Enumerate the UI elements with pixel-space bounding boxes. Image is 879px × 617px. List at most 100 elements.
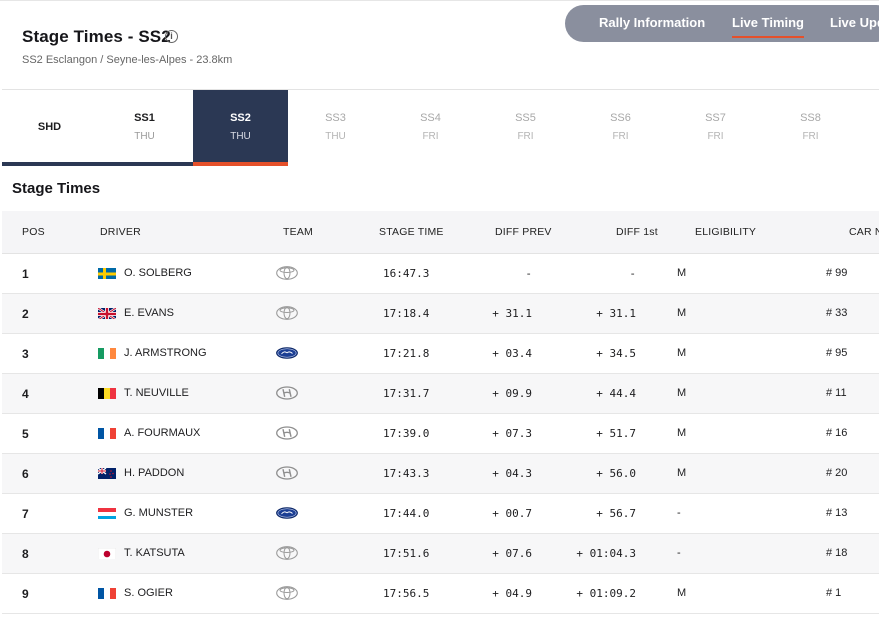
stage-time: 17:39.0 (383, 427, 430, 440)
table-row[interactable]: 6 H. PADDON 17:43.3 + 04.3 + 56.0 M # 20 (2, 454, 879, 494)
tab-label: SS6 (610, 112, 631, 124)
driver-name[interactable]: E. EVANS (124, 307, 174, 319)
japan-flag-icon (98, 547, 116, 559)
car-number: # 16 (826, 427, 848, 439)
diff-prev: + 00.7 (492, 507, 532, 520)
diff-first: - (629, 267, 636, 280)
eligibility: M (677, 467, 687, 479)
eligibility: M (677, 347, 687, 359)
car-number: # 20 (826, 467, 848, 479)
diff-first: + 44.4 (596, 387, 636, 400)
col-eligibility[interactable]: ELIGIBILITY (695, 226, 757, 238)
table-body: 1 O. SOLBERG 16:47.3 - - M # 99 2 E. EVANS 17:18.… (2, 254, 879, 614)
hyundai-logo-icon (276, 466, 298, 480)
position-cell: 6 (22, 467, 29, 481)
eligibility: - (677, 507, 681, 519)
tab-ss4[interactable]: SS4 FRI (383, 90, 478, 166)
eligibility: M (677, 387, 687, 399)
driver-name[interactable]: J. ARMSTRONG (124, 347, 207, 359)
tab-label: SS3 (325, 112, 346, 124)
stage-time: 17:31.7 (383, 387, 430, 400)
diff-first: + 56.0 (596, 467, 636, 480)
car-number: # 13 (826, 507, 848, 519)
diff-prev: + 07.6 (492, 547, 532, 560)
col-car-number[interactable]: CAR N (849, 226, 879, 238)
car-number: # 11 (826, 387, 847, 399)
toyota-logo-icon (276, 586, 298, 600)
nav-rally-information[interactable]: Rally Information (599, 15, 706, 30)
tab-day: THU (230, 131, 251, 142)
stage-times-table: POS DRIVER TEAM STAGE TIME DIFF PREV DIF… (2, 211, 879, 614)
sweden-flag-icon (98, 267, 116, 279)
table-row[interactable]: 2 E. EVANS 17:18.4 + 31.1 + 31.1 M # 33 (2, 294, 879, 334)
col-diff-first[interactable]: DIFF 1st (616, 226, 658, 238)
table-row[interactable]: 5 A. FOURMAUX 17:39.0 + 07.3 + 51.7 M # 16 (2, 414, 879, 454)
tab-day: THU (134, 131, 155, 142)
table-row[interactable]: 4 T. NEUVILLE 17:31.7 + 09.9 + 44.4 M # 11 (2, 374, 879, 414)
tab-ss8[interactable]: SS8 FRI (763, 90, 858, 166)
nav-live-timing[interactable]: Live Timing (732, 15, 804, 38)
diff-prev: + 07.3 (492, 427, 532, 440)
stage-time: 17:44.0 (383, 507, 430, 520)
tab-ss6[interactable]: SS6 FRI (573, 90, 668, 166)
col-pos[interactable]: POS (22, 226, 45, 238)
tab-label: SS1 (134, 112, 155, 124)
position-cell: 2 (22, 307, 29, 321)
nav-live-updates[interactable]: Live Upd (830, 15, 879, 30)
tab-label: SHD (37, 121, 62, 133)
col-driver[interactable]: DRIVER (100, 226, 141, 238)
position-cell: 9 (22, 587, 29, 601)
table-row[interactable]: 7 G. MUNSTER 17:44.0 + 00.7 + 56.7 - # 13 (2, 494, 879, 534)
section-title: Stage Times (12, 180, 101, 197)
tab-shd[interactable]: SHD (2, 90, 97, 166)
col-stage-time[interactable]: STAGE TIME (379, 226, 444, 238)
diff-prev: + 04.3 (492, 467, 532, 480)
col-diff-prev[interactable]: DIFF PREV (495, 226, 552, 238)
tab-ss1[interactable]: SS1 THU (97, 90, 192, 166)
tab-day: FRI (802, 131, 819, 142)
ireland-flag-icon (98, 347, 116, 359)
diff-first: + 51.7 (596, 427, 636, 440)
hyundai-logo-icon (276, 426, 298, 440)
table-row[interactable]: 1 O. SOLBERG 16:47.3 - - M # 99 (2, 254, 879, 294)
position-cell: 5 (22, 427, 29, 441)
driver-name[interactable]: O. SOLBERG (124, 267, 192, 279)
eligibility: - (677, 547, 681, 559)
table-row[interactable]: 8 T. KATSUTA 17:51.6 + 07.6 + 01:04.3 - # 18 (2, 534, 879, 574)
tab-label: SS8 (800, 112, 821, 124)
tab-label: SS5 (515, 112, 536, 124)
position-cell: 7 (22, 507, 29, 521)
driver-name[interactable]: H. PADDON (124, 467, 185, 479)
stage-time: 17:21.8 (383, 347, 430, 360)
col-team[interactable]: TEAM (283, 226, 313, 238)
driver-name[interactable]: T. NEUVILLE (124, 387, 189, 399)
diff-prev: - (525, 267, 532, 280)
stage-time: 16:47.3 (383, 267, 430, 280)
diff-first: + 34.5 (596, 347, 636, 360)
tab-label: SS2 (230, 112, 251, 124)
table-row[interactable]: 9 S. OGIER 17:56.5 + 04.9 + 01:09.2 M # 1 (2, 574, 879, 614)
diff-prev: + 31.1 (492, 307, 532, 320)
driver-name[interactable]: T. KATSUTA (124, 547, 185, 559)
diff-first: + 56.7 (596, 507, 636, 520)
stage-time: 17:56.5 (383, 587, 430, 600)
tab-ss2[interactable]: SS2 THU (193, 90, 288, 166)
tab-ss5[interactable]: SS5 FRI (478, 90, 573, 166)
info-icon[interactable]: i (165, 30, 178, 43)
driver-name[interactable]: A. FOURMAUX (124, 427, 201, 439)
belgium-flag-icon (98, 387, 116, 399)
car-number: # 1 (826, 587, 842, 599)
hyundai-logo-icon (276, 386, 298, 400)
position-cell: 3 (22, 347, 29, 361)
diff-prev: + 04.9 (492, 587, 532, 600)
ford-logo-icon (276, 506, 298, 520)
luxembourg-flag-icon (98, 507, 116, 519)
tab-ss7[interactable]: SS7 FRI (668, 90, 763, 166)
page-header: Stage Times - SS2 i SS2 Esclangon / Seyn… (0, 0, 879, 88)
table-row[interactable]: 3 J. ARMSTRONG 17:21.8 + 03.4 + 34.5 M # 95 (2, 334, 879, 374)
driver-name[interactable]: S. OGIER (124, 587, 173, 599)
driver-name[interactable]: G. MUNSTER (124, 507, 194, 519)
toyota-logo-icon (276, 266, 298, 280)
tab-label: SS4 (420, 112, 441, 124)
tab-ss3[interactable]: SS3 THU (288, 90, 383, 166)
